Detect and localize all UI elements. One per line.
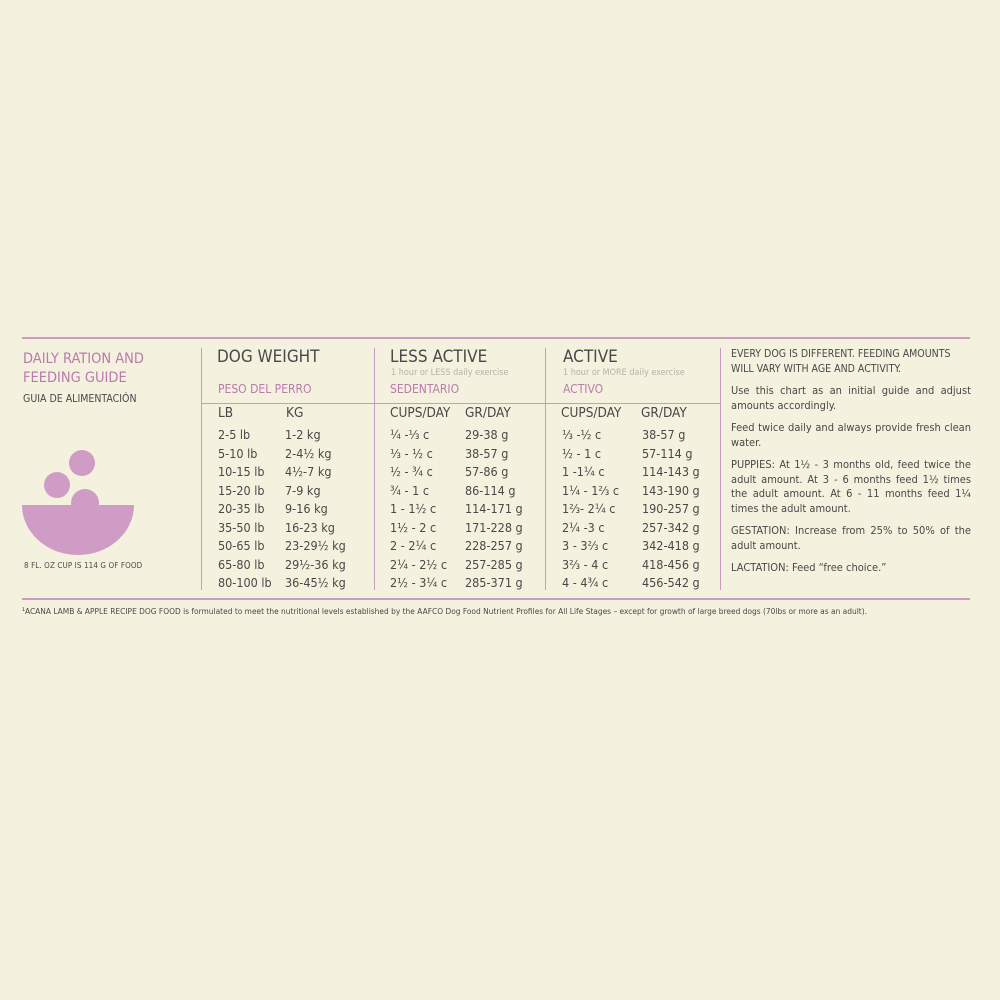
table-row: 3 - 3⅔ c <box>562 538 609 553</box>
table-row: 23-29½ kg <box>285 538 346 553</box>
feeding-guide-title: DAILY RATION AND FEEDING GUIDE <box>23 351 144 386</box>
active-spanish: ACTIVO <box>563 382 604 396</box>
table-row: 36-45½ kg <box>285 575 346 590</box>
notes-puppies: PUPPIES: At 1½ - 3 months old, feed twic… <box>731 458 971 515</box>
table-row: 1¼ - 1⅔ c <box>562 482 620 498</box>
divider-active <box>545 348 546 590</box>
aafco-footnote: ¹ACANA LAMB & APPLE RECIPE DOG FOOD is f… <box>22 606 868 616</box>
table-row: ⅓ - ½ c <box>390 445 433 461</box>
table-row: 35-50 lb <box>218 519 265 535</box>
table-row: 418-456 g <box>642 556 700 572</box>
active-heading: ACTIVE <box>563 347 618 367</box>
table-row: 2¼ -3 c <box>562 519 605 535</box>
kg-header: KG <box>286 405 304 421</box>
notes-chart: Use this chart as an initial guide and a… <box>731 384 971 412</box>
top-rule <box>22 337 970 339</box>
cup-conversion-note: 8 FL. OZ CUP IS 114 G OF FOOD <box>24 561 143 570</box>
less-active-hint: 1 hour or LESS daily exercise <box>391 368 509 378</box>
table-row: 1 -1¼ c <box>562 464 605 479</box>
food-bowl-icon <box>22 450 134 555</box>
table-row: 57-86 g <box>465 464 509 479</box>
notes-lactation: LACTATION: Feed “free choice.” <box>731 561 887 574</box>
table-row: 5-10 lb <box>218 445 258 461</box>
dog-weight-spanish: PESO DEL PERRO <box>218 382 312 396</box>
table-row: ⅓ -½ c <box>562 427 602 442</box>
table-row: 1-2 kg <box>285 427 321 442</box>
table-row: 114-143 g <box>642 464 700 479</box>
lb-column: 2-5 lb 5-10 lb 10-15 lb 15-20 lb 20-35 l… <box>218 426 272 593</box>
table-row: 20-35 lb <box>218 501 265 516</box>
notes-feed: Feed twice daily and always provide fres… <box>731 421 971 449</box>
divider-less-active <box>374 348 375 590</box>
table-row: 2½ - 3¼ c <box>390 575 448 590</box>
table-row: 2-4½ kg <box>285 445 332 461</box>
table-row: 10-15 lb <box>218 464 265 479</box>
table-row: 1½ - 2 c <box>390 519 437 535</box>
less-active-grams-header: GR/DAY <box>465 405 511 421</box>
kg-column: 1-2 kg 2-4½ kg 4½-7 kg 7-9 kg 9-16 kg 16… <box>285 426 346 593</box>
table-row: 143-190 g <box>642 482 700 498</box>
table-row: 2-5 lb <box>218 427 251 442</box>
table-row: 2 - 2¼ c <box>390 538 437 553</box>
table-row: 114-171 g <box>465 501 523 516</box>
table-row: 15-20 lb <box>218 482 265 498</box>
table-row: ¼ -⅓ c <box>390 427 430 442</box>
table-row: 2¼ - 2½ c <box>390 556 448 572</box>
table-row: 342-418 g <box>642 538 700 553</box>
table-row: 29-38 g <box>465 427 509 442</box>
table-row: 257-285 g <box>465 556 523 572</box>
table-row: 228-257 g <box>465 538 523 553</box>
less-active-spanish: SEDENTARIO <box>390 382 460 396</box>
table-row: 38-57 g <box>465 445 509 461</box>
table-row: ¾ - 1 c <box>390 482 430 498</box>
table-row: 171-228 g <box>465 519 523 535</box>
lb-header: LB <box>218 405 234 421</box>
table-row: 4 - 4¾ c <box>562 575 609 590</box>
table-row: 456-542 g <box>642 575 700 590</box>
notes-gestation: GESTATION: Increase from 25% to 50% of t… <box>731 524 971 552</box>
table-row: 16-23 kg <box>285 519 335 535</box>
active-grams-header: GR/DAY <box>641 405 687 421</box>
table-row: 285-371 g <box>465 575 523 590</box>
feeding-notes: EVERY DOG IS DIFFERENT. FEEDING AMOUNTS … <box>731 347 971 584</box>
table-row: 1 - 1½ c <box>390 501 437 516</box>
active-cups-header: CUPS/DAY <box>561 405 622 421</box>
table-row: 57-114 g <box>642 445 693 461</box>
table-row: 65-80 lb <box>218 556 265 572</box>
less-active-cups-column: ¼ -⅓ c ⅓ - ½ c ½ - ¾ c ¾ - 1 c 1 - 1½ c … <box>390 426 447 593</box>
table-row: 4½-7 kg <box>285 464 332 479</box>
dog-weight-heading: DOG WEIGHT <box>217 347 320 367</box>
header-rule-less-active <box>375 403 545 404</box>
table-row: 86-114 g <box>465 482 516 498</box>
header-rule-weight <box>202 403 374 404</box>
active-cups-column: ⅓ -½ c ½ - 1 c 1 -1¼ c 1¼ - 1⅔ c 1⅔- 2¼ … <box>562 426 619 593</box>
table-row: 9-16 kg <box>285 501 328 516</box>
active-grams-column: 38-57 g 57-114 g 114-143 g 143-190 g 190… <box>642 426 700 593</box>
active-hint: 1 hour or MORE daily exercise <box>563 368 685 378</box>
less-active-cups-header: CUPS/DAY <box>390 405 451 421</box>
table-row: ½ - ¾ c <box>390 464 433 479</box>
table-row: 29½-36 kg <box>285 556 346 572</box>
table-row: 3⅔ - 4 c <box>562 556 609 572</box>
header-rule-active <box>546 403 720 404</box>
table-row: 80-100 lb <box>218 575 272 590</box>
notes-intro: EVERY DOG IS DIFFERENT. FEEDING AMOUNTS … <box>731 348 951 375</box>
less-active-grams-column: 29-38 g 38-57 g 57-86 g 86-114 g 114-171… <box>465 426 523 593</box>
table-row: 1⅔- 2¼ c <box>562 501 616 516</box>
table-row: 190-257 g <box>642 501 700 516</box>
table-row: 7-9 kg <box>285 482 321 498</box>
table-row: 50-65 lb <box>218 538 265 553</box>
table-row: ½ - 1 c <box>562 445 602 461</box>
table-row: 38-57 g <box>642 427 686 442</box>
divider-weight <box>201 348 202 590</box>
bottom-rule <box>22 598 970 600</box>
feeding-guide-subtitle: GUIA DE ALIMENTACIÓN <box>23 393 137 405</box>
table-row: 257-342 g <box>642 519 700 535</box>
divider-notes <box>720 348 721 590</box>
less-active-heading: LESS ACTIVE <box>390 347 488 367</box>
